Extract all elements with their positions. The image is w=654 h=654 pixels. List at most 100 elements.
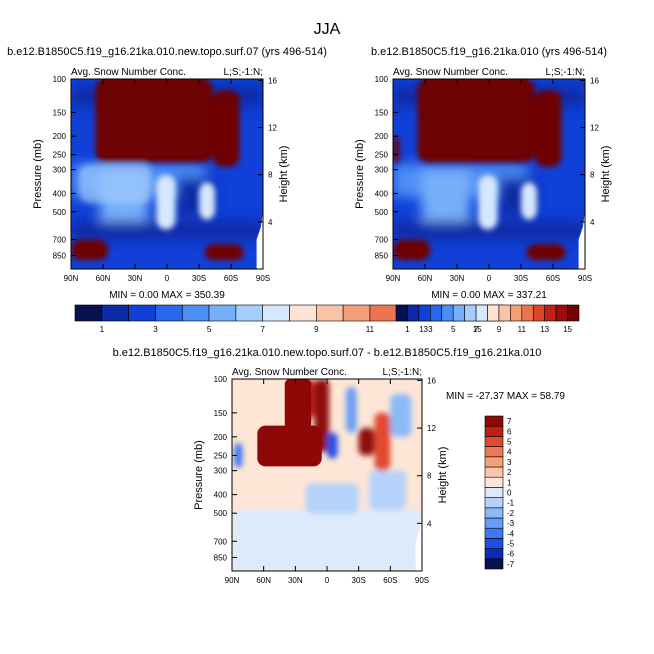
y-tick-label: 500 bbox=[375, 208, 389, 217]
colorbar-swatch bbox=[316, 304, 344, 322]
stats-label: MIN = 0.00 MAX = 337.21 bbox=[431, 290, 547, 301]
panel-title: b.e12.B1850C5.f19_g16.21ka.010.new.topo.… bbox=[113, 347, 542, 359]
colorbar-label: -1 bbox=[507, 499, 515, 508]
y-tick-label: 300 bbox=[375, 166, 389, 175]
panel-experiment: b.e12.B1850C5.f19_g16.21ka.010 (yrs 496-… bbox=[354, 46, 612, 334]
height-tick-label: 16 bbox=[427, 376, 436, 385]
field-feature-high bbox=[212, 90, 240, 167]
colorbar-swatch bbox=[484, 517, 504, 529]
height-tick-label: 4 bbox=[268, 218, 273, 227]
colorbar-label: 15 bbox=[473, 325, 482, 334]
subtitle-left: Avg. Snow Number Conc. bbox=[393, 67, 508, 78]
y-tick-label: 400 bbox=[375, 189, 389, 198]
y-tick-label: 100 bbox=[214, 375, 228, 384]
y-tick-label: 700 bbox=[53, 236, 67, 245]
colorbar-swatch bbox=[484, 538, 504, 549]
height-tick-label: 4 bbox=[590, 218, 595, 227]
colorbar-swatch bbox=[418, 304, 431, 322]
colorbar-label: 1 bbox=[507, 478, 512, 487]
x-tick-label: 30N bbox=[288, 576, 303, 585]
colorbar-label: 4 bbox=[507, 448, 512, 457]
y-tick-label: 200 bbox=[214, 433, 228, 442]
subtitle-right: L;S;-1:N; bbox=[546, 67, 585, 78]
colorbar-label: 6 bbox=[507, 427, 512, 436]
colorbar-swatch bbox=[289, 304, 317, 322]
height-tick-label: 12 bbox=[268, 124, 277, 133]
x-tick-label: 30N bbox=[450, 274, 465, 283]
x-tick-label: 90S bbox=[415, 576, 429, 585]
heatmap-field bbox=[393, 79, 585, 269]
colorbar-swatch bbox=[464, 304, 477, 322]
y-tick-label: 150 bbox=[214, 409, 228, 418]
field-band bbox=[369, 470, 407, 510]
field-band bbox=[305, 483, 359, 514]
x-tick-label: 90N bbox=[225, 576, 240, 585]
colorbar-label: 7 bbox=[474, 325, 479, 334]
x-tick-label: 60S bbox=[546, 274, 560, 283]
topography-mask bbox=[415, 513, 422, 571]
x-tick-label: 90S bbox=[256, 274, 270, 283]
colorbar-swatch bbox=[484, 466, 504, 478]
colorbar: 1 3 5 7 9 11 13 15 bbox=[395, 304, 580, 334]
colorbar-swatch bbox=[484, 497, 504, 509]
colorbar-label: 3 bbox=[153, 325, 158, 334]
stats-label: MIN = -27.37 MAX = 58.79 bbox=[446, 391, 565, 402]
colorbar-swatch bbox=[484, 446, 504, 458]
colorbar-swatch bbox=[487, 304, 500, 322]
height-tick-label: 16 bbox=[590, 76, 599, 85]
field-maximum-core bbox=[421, 79, 529, 157]
field-band bbox=[421, 169, 470, 227]
colorbar-swatch bbox=[342, 304, 371, 322]
y-tick-label: 500 bbox=[214, 509, 228, 518]
colorbar-label: -6 bbox=[507, 550, 515, 559]
topography-mask bbox=[256, 211, 263, 269]
colorbar-label: 1 bbox=[100, 325, 105, 334]
height-tick-label: 12 bbox=[427, 424, 436, 433]
y-tick-label: 400 bbox=[53, 189, 67, 198]
field-feature-low bbox=[346, 386, 357, 433]
colorbar-label: 2 bbox=[507, 468, 512, 477]
height-tick-label: 12 bbox=[590, 124, 599, 133]
y-tick-label: 250 bbox=[375, 151, 389, 160]
heatmap-field bbox=[71, 79, 263, 269]
colorbar-swatch bbox=[369, 304, 398, 322]
height-tick-label: 8 bbox=[590, 171, 595, 180]
colorbar-swatch bbox=[484, 476, 504, 488]
colorbar-label: 9 bbox=[314, 325, 319, 334]
colorbar-swatch bbox=[101, 304, 129, 322]
colorbar-swatch bbox=[484, 436, 504, 447]
y-tick-label: 700 bbox=[214, 537, 228, 546]
field-feature-mid bbox=[79, 163, 151, 204]
y-tick-label: 100 bbox=[53, 75, 67, 84]
y-tick-label: 250 bbox=[53, 151, 67, 160]
colorbar-swatch bbox=[484, 558, 504, 570]
figure-title: JJA bbox=[314, 21, 341, 38]
colorbar-swatch bbox=[484, 507, 504, 519]
field-feature-low bbox=[234, 442, 243, 468]
colorbar-label: 13 bbox=[540, 325, 549, 334]
y-tick-label: 150 bbox=[53, 108, 67, 117]
colorbar-swatch bbox=[74, 304, 103, 322]
height-tick-label: 8 bbox=[268, 171, 273, 180]
height-tick-label: 4 bbox=[427, 519, 432, 528]
colorbar-label: 0 bbox=[507, 489, 512, 498]
field-feature-low bbox=[521, 182, 537, 220]
colorbar-swatch bbox=[484, 415, 504, 427]
subtitle-left: Avg. Snow Number Conc. bbox=[71, 67, 186, 78]
field-maximum-core bbox=[99, 79, 207, 157]
colorbar-label: 11 bbox=[518, 325, 527, 334]
x-tick-label: 30S bbox=[352, 576, 366, 585]
x-tick-label: 60S bbox=[224, 274, 238, 283]
colorbar-label: 3 bbox=[428, 325, 433, 334]
colorbar-label: 1 bbox=[405, 325, 410, 334]
colorbar-swatch bbox=[484, 487, 504, 498]
colorbar-swatch bbox=[544, 304, 557, 322]
subtitle-right: L;S;-1:N; bbox=[383, 367, 422, 378]
colorbar-swatch bbox=[128, 304, 156, 322]
x-tick-label: 0 bbox=[165, 274, 170, 283]
colorbar-label: 5 bbox=[451, 325, 456, 334]
panel-control: b.e12.B1850C5.f19_g16.21ka.010.new.topo.… bbox=[7, 46, 505, 334]
x-tick-label: 60N bbox=[418, 274, 433, 283]
